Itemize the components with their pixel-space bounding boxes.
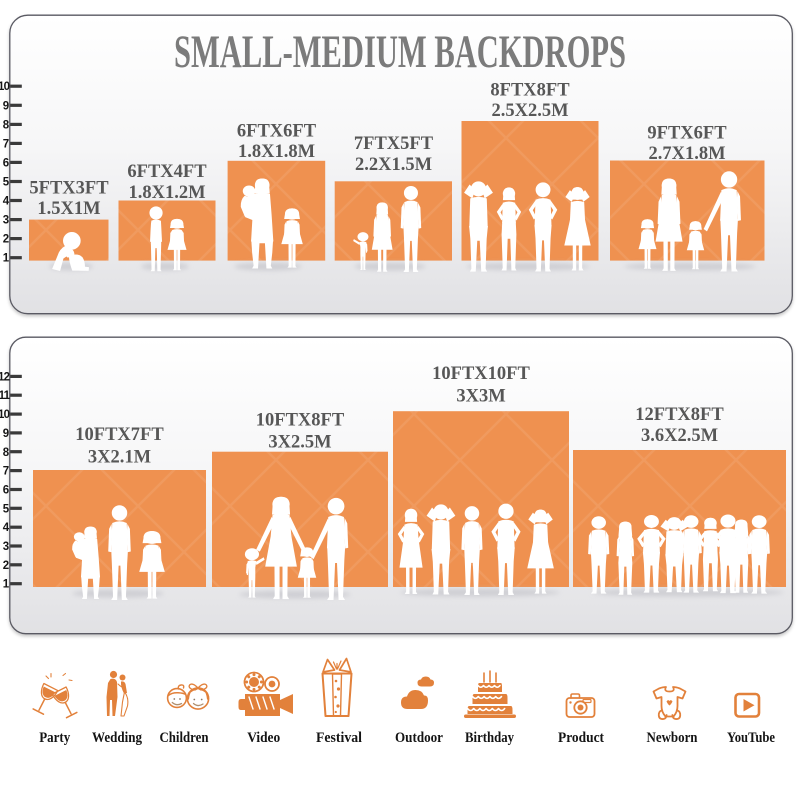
svg-text:12: 12 xyxy=(0,371,10,383)
svg-text:1.8X1.8M: 1.8X1.8M xyxy=(238,142,315,162)
svg-text:10: 10 xyxy=(0,409,10,421)
svg-text:2: 2 xyxy=(3,234,9,246)
svg-text:9FTX6FT: 9FTX6FT xyxy=(647,124,727,144)
svg-text:6FTX6FT: 6FTX6FT xyxy=(237,122,317,142)
svg-text:6: 6 xyxy=(3,157,9,169)
svg-text:2: 2 xyxy=(3,560,9,572)
svg-text:6FTX4FT: 6FTX4FT xyxy=(127,162,207,182)
svg-text:3X2.5M: 3X2.5M xyxy=(268,433,331,453)
svg-text:Wedding: Wedding xyxy=(92,730,142,746)
svg-text:4: 4 xyxy=(3,522,10,534)
svg-text:YouTube: YouTube xyxy=(727,730,775,746)
svg-text:Children: Children xyxy=(160,730,210,746)
svg-text:10FTX8FT: 10FTX8FT xyxy=(256,411,345,431)
svg-text:Newborn: Newborn xyxy=(647,730,699,746)
svg-text:3: 3 xyxy=(3,215,9,227)
svg-text:3X3M: 3X3M xyxy=(456,387,505,407)
svg-text:9: 9 xyxy=(3,100,9,112)
svg-text:1: 1 xyxy=(3,253,10,265)
svg-text:1.8X1.2M: 1.8X1.2M xyxy=(128,183,205,203)
svg-text:Outdoor: Outdoor xyxy=(395,730,443,746)
svg-text:1: 1 xyxy=(3,579,10,591)
svg-text:SMALL-MEDIUM BACKDROPS: SMALL-MEDIUM BACKDROPS xyxy=(174,26,626,78)
svg-text:7: 7 xyxy=(3,138,9,150)
svg-text:10FTX7FT: 10FTX7FT xyxy=(75,425,164,445)
svg-text:3: 3 xyxy=(3,541,9,553)
svg-text:5: 5 xyxy=(3,177,10,189)
svg-text:2.7X1.8M: 2.7X1.8M xyxy=(648,144,725,164)
svg-text:4: 4 xyxy=(3,196,10,208)
svg-text:5: 5 xyxy=(3,503,10,515)
svg-text:11: 11 xyxy=(0,390,11,402)
svg-text:Product: Product xyxy=(558,730,604,746)
svg-text:10FTX10FT: 10FTX10FT xyxy=(432,364,530,384)
svg-text:6: 6 xyxy=(3,485,9,497)
svg-text:10: 10 xyxy=(0,81,10,93)
svg-text:8: 8 xyxy=(3,119,10,131)
svg-text:8: 8 xyxy=(3,447,10,459)
svg-text:Video: Video xyxy=(247,730,280,746)
svg-text:8FTX8FT: 8FTX8FT xyxy=(490,81,570,101)
svg-text:Festival: Festival xyxy=(316,730,362,746)
svg-text:5FTX3FT: 5FTX3FT xyxy=(29,179,109,199)
svg-text:3.6X2.5M: 3.6X2.5M xyxy=(641,426,718,446)
svg-text:Birthday: Birthday xyxy=(465,730,514,746)
svg-text:1.5X1M: 1.5X1M xyxy=(37,199,100,219)
svg-text:9: 9 xyxy=(3,428,9,440)
svg-text:7FTX5FT: 7FTX5FT xyxy=(354,134,434,154)
svg-text:2.5X2.5M: 2.5X2.5M xyxy=(491,101,568,121)
svg-text:Party: Party xyxy=(39,730,70,746)
svg-text:3X2.1M: 3X2.1M xyxy=(88,448,151,468)
svg-text:7: 7 xyxy=(3,466,9,478)
svg-text:12FTX8FT: 12FTX8FT xyxy=(635,405,724,425)
svg-text:2.2X1.5M: 2.2X1.5M xyxy=(355,155,432,175)
